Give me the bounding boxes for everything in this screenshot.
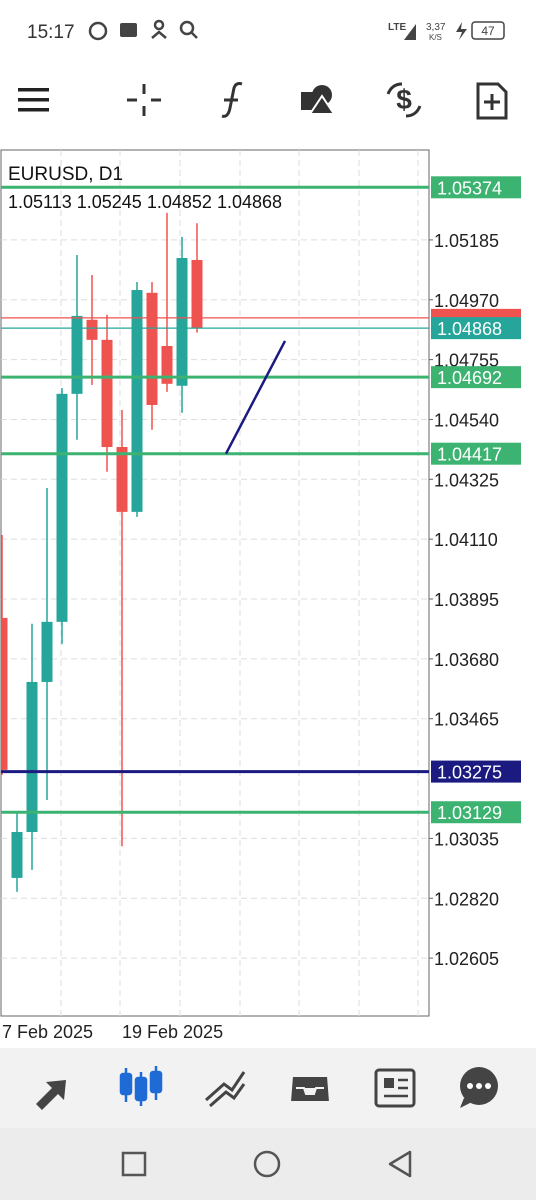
chart-tab[interactable] — [119, 1066, 163, 1106]
level-label-box — [431, 760, 521, 783]
trade-button[interactable]: $ — [386, 82, 422, 118]
home-button[interactable] — [253, 1150, 281, 1178]
bottom-nav — [0, 1048, 536, 1128]
crosshair-button[interactable] — [127, 84, 161, 116]
candle-body — [131, 290, 143, 512]
net-speed: 3,37 — [426, 22, 446, 33]
ohlc-low: 1.04852 — [147, 192, 212, 212]
y-tick-label: 1.03035 — [434, 829, 499, 849]
y-tick-label: 1.02605 — [434, 949, 499, 969]
menu-button[interactable] — [18, 88, 49, 112]
level-label: 1.05374 — [437, 178, 502, 198]
candle-body — [86, 319, 98, 340]
candle-body — [176, 258, 188, 386]
history-tab[interactable] — [288, 1075, 332, 1103]
level-label-box — [431, 801, 521, 824]
battery-level: 47 — [481, 24, 495, 38]
candle-body — [161, 345, 173, 384]
y-tick-label: 1.04110 — [434, 530, 498, 550]
candle-body — [71, 315, 83, 394]
candle-body — [56, 393, 68, 622]
chart-frame — [0, 149, 430, 1017]
y-tick-label: 1.03680 — [434, 650, 499, 670]
ok-icon — [153, 19, 165, 31]
candle-body — [101, 339, 113, 448]
mail-icon — [120, 23, 137, 37]
y-tick-label: 1.03895 — [434, 590, 499, 610]
search-icon — [179, 20, 195, 36]
indicators-button[interactable] — [221, 82, 243, 118]
level-label: 1.04417 — [437, 445, 502, 465]
y-tick-label: 1.04970 — [434, 291, 499, 311]
net-speed-unit: K/S — [429, 33, 442, 42]
level-label: 1.04868 — [437, 319, 502, 339]
y-tick-label: 1.05185 — [434, 231, 499, 251]
battery-icon — [471, 21, 505, 40]
ohlc-info: 1.05113 1.05245 1.04852 1.04868 — [8, 192, 282, 212]
x-tick-label: 19 Feb 2025 — [122, 1022, 223, 1042]
level-label: 1.03275 — [437, 763, 502, 783]
candle-body — [116, 447, 128, 512]
y-tick-label: 1.04540 — [434, 410, 499, 430]
system-nav — [0, 1128, 536, 1200]
level-label-box — [431, 366, 521, 389]
chart-title: EURUSD, D1 — [8, 164, 123, 185]
y-tick-label: 1.02820 — [434, 889, 499, 909]
level-label-box — [431, 176, 521, 199]
objects-button[interactable] — [301, 85, 336, 115]
new-order-button[interactable] — [476, 82, 508, 120]
svg-text:$: $ — [396, 84, 412, 115]
whatsapp-icon — [88, 21, 108, 41]
trade-tab[interactable] — [205, 1071, 246, 1108]
status-time: 15:17 — [27, 22, 75, 43]
ohlc-open: 1.05113 — [8, 192, 72, 212]
messages-tab[interactable] — [460, 1067, 498, 1108]
search-icon-handle — [190, 31, 198, 39]
plot — [1, 185, 429, 892]
level-label-box — [431, 442, 521, 465]
level-label: 1.03129 — [437, 803, 502, 823]
candle-body — [11, 831, 23, 878]
y-tick-label: 1.04755 — [434, 351, 499, 371]
candle-body — [41, 621, 53, 682]
y-tick-label: 1.04325 — [434, 470, 499, 490]
level-label-box — [431, 317, 521, 340]
candle-body — [26, 681, 38, 832]
news-tab[interactable] — [374, 1068, 416, 1108]
level-label: 1.04692 — [437, 368, 502, 388]
recents-button[interactable] — [121, 1151, 147, 1177]
signal-icon — [404, 24, 416, 40]
ohlc-high: 1.05245 — [77, 192, 142, 212]
price-axis: 1.05185 1.04970 1.04755 1.04540 1.04325 1.041… — [429, 176, 521, 969]
trendline — [224, 340, 287, 455]
network-type: LTE — [388, 22, 406, 33]
y-tick-label: 1.03465 — [434, 710, 499, 730]
candle-body — [191, 259, 203, 329]
ok-icon-base — [151, 30, 167, 39]
quotes-tab[interactable] — [36, 1080, 66, 1110]
charging-icon — [456, 22, 467, 40]
back-button[interactable] — [388, 1150, 412, 1178]
ohlc-close: 1.04868 — [217, 192, 282, 212]
x-tick-label: 7 Feb 2025 — [2, 1022, 93, 1042]
candle-body — [146, 292, 158, 405]
candle-body — [1, 617, 8, 770]
